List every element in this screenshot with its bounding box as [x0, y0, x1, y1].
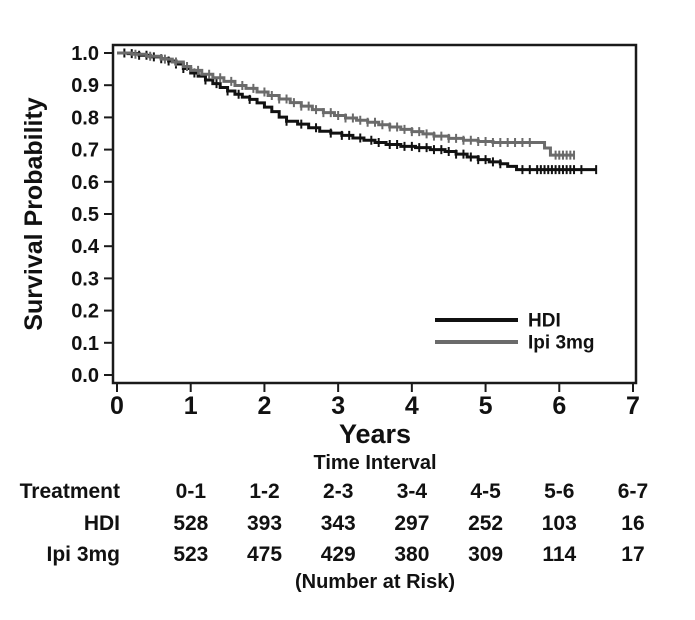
y-axis-tick-label: 0.4: [71, 236, 100, 258]
risk-value: 309: [468, 543, 504, 566]
survival-chart: 1.0 0.9 0.8 0.7 0.6 0.5 0.4 0.3 0.2 0.1 0.0 0 1 2 3 4 5 6…: [20, 43, 640, 449]
x-axis-tick-label: 5: [479, 392, 493, 420]
risk-value: 528: [173, 512, 209, 535]
x-axis-tick-label: 2: [257, 392, 271, 420]
y-axis-tick-label: 0.3: [71, 268, 99, 290]
legend-label: HDI: [528, 311, 561, 332]
y-axis-tick-label: 0.9: [71, 75, 99, 97]
risk-value: 380: [394, 543, 430, 566]
risk-value: 523: [173, 543, 209, 566]
risk-col-label: 1-2: [249, 480, 280, 503]
survival-curve-hdi: [117, 51, 597, 172]
x-axis-tick-label: 4: [405, 392, 419, 420]
risk-value: 17: [621, 543, 645, 566]
risk-table-title: Time Interval: [313, 452, 437, 474]
y-axis-tick-label: 0.1: [71, 333, 99, 355]
risk-row-hdi: HDI 528 393 343 297 252 103 16: [0, 513, 695, 535]
risk-col-label: 5-6: [544, 480, 575, 503]
risk-col-label: 4-5: [470, 480, 501, 503]
risk-value: 475: [247, 543, 283, 566]
y-axis-title: Survival Probability: [20, 97, 48, 331]
risk-col-label: 0-1: [175, 480, 207, 503]
risk-col-label: 6-7: [617, 480, 649, 503]
risk-value: 252: [468, 512, 504, 535]
censor-ticks-hdi: [123, 48, 598, 175]
risk-value: 16: [621, 512, 645, 535]
risk-row-label: Ipi 3mg: [46, 543, 120, 566]
risk-value: 114: [542, 543, 577, 566]
x-axis-tick-label: 6: [552, 392, 566, 420]
x-axis-tick-label: 7: [626, 392, 640, 420]
risk-row-label: HDI: [83, 512, 120, 535]
risk-col-label: 2-3: [323, 480, 354, 503]
y-axis-tick-label: 0.8: [71, 107, 99, 129]
risk-value: 429: [320, 543, 356, 566]
risk-row-ipi3mg: Ipi 3mg 523 475 429 380 309 114 17: [0, 544, 695, 566]
y-axis-tick-label: 0.0: [71, 365, 99, 387]
y-axis-tick-label: 0.6: [71, 172, 99, 194]
risk-col-label: 3-4: [396, 480, 428, 503]
risk-table-row-header: Treatment: [19, 480, 120, 503]
y-axis-tick-label: 0.7: [71, 140, 99, 162]
censor-ticks-ipi-3mg: [134, 49, 576, 160]
risk-value: 343: [320, 512, 356, 535]
risk-value: 393: [247, 512, 283, 535]
legend-label: Ipi 3mg: [528, 333, 595, 354]
y-axis-tick-label: 0.5: [71, 204, 99, 226]
x-axis-title: Years: [339, 419, 411, 449]
y-axis-tick-label: 1.0: [71, 43, 99, 65]
risk-value: 297: [394, 512, 430, 535]
x-axis-tick-label: 0: [110, 392, 124, 420]
risk-value: 103: [541, 512, 577, 535]
x-axis-tick-label: 1: [184, 392, 198, 420]
risk-table-caption: (Number at Risk): [294, 571, 456, 593]
risk-table-header-row: Treatment 0-1 1-2 2-3 3-4 4-5 5-6 6-7: [0, 481, 695, 503]
x-axis-tick-label: 3: [331, 392, 345, 420]
y-axis-tick-label: 0.2: [71, 301, 99, 323]
